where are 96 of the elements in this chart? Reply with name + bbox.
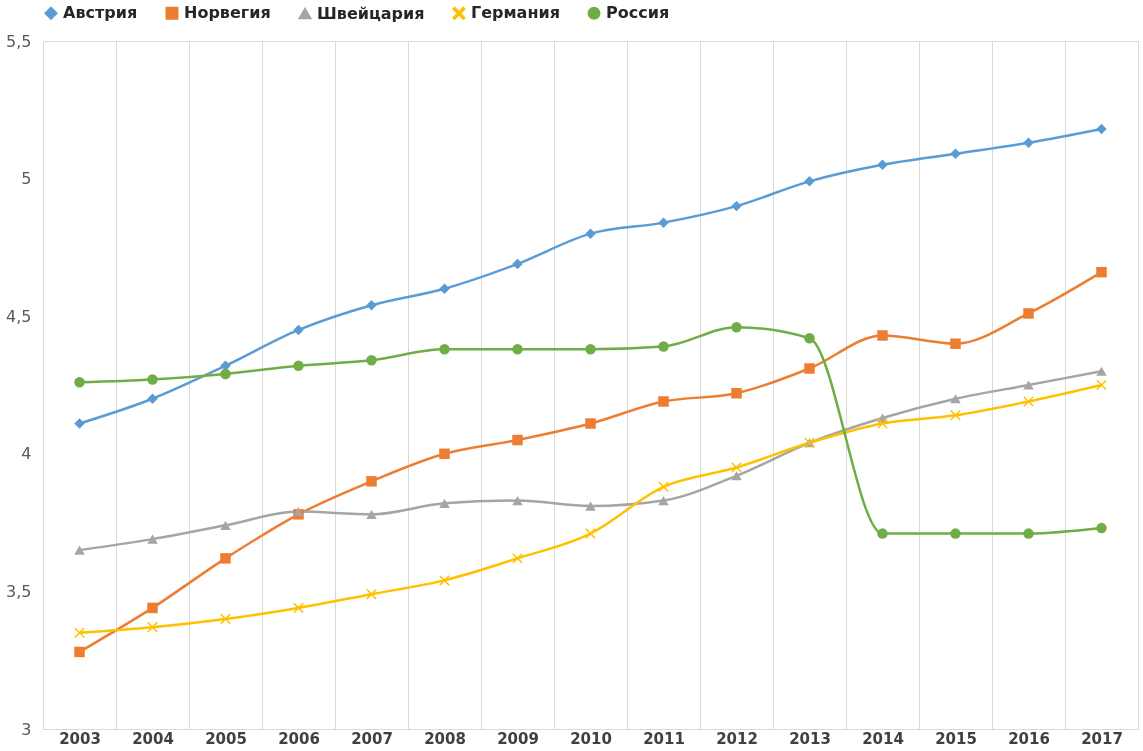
y-tick-label: 4: [21, 444, 32, 464]
point: [585, 418, 596, 429]
point: [220, 520, 231, 530]
point: [1096, 379, 1107, 391]
x-tick-label: 2004: [132, 729, 174, 748]
point: [877, 159, 888, 171]
point: [366, 355, 377, 366]
point: [439, 498, 450, 508]
point: [731, 321, 742, 333]
point: [293, 324, 304, 336]
legend-label: Швейцария: [317, 3, 425, 23]
x-tick-label: 2005: [205, 729, 247, 748]
point: [804, 332, 815, 344]
point: [731, 200, 742, 212]
point: [1096, 522, 1107, 534]
point: [731, 388, 742, 399]
point: [512, 553, 523, 564]
y-tick-label: 5: [21, 169, 32, 189]
point: [950, 410, 961, 421]
point: [1023, 137, 1034, 149]
point: [950, 148, 961, 160]
point: [1023, 380, 1034, 390]
point: [658, 341, 669, 352]
point: [366, 588, 377, 600]
point: [804, 363, 815, 374]
point: [293, 360, 304, 371]
point: [512, 496, 523, 506]
x-tick-label: 2014: [862, 729, 904, 748]
point: [366, 476, 377, 487]
point: [147, 374, 158, 385]
point: [220, 553, 231, 564]
point: [512, 258, 523, 270]
point: [1096, 366, 1107, 376]
point: [585, 343, 596, 355]
point: [950, 394, 961, 404]
x-tick-label: 2017: [1081, 729, 1123, 748]
point: [74, 627, 85, 638]
x-tick-label: 2003: [59, 729, 101, 748]
point: [1096, 123, 1107, 135]
point: [585, 528, 596, 539]
point: [366, 509, 377, 519]
point: [877, 330, 888, 341]
point: [658, 217, 669, 228]
point: [658, 496, 669, 506]
point: [220, 360, 231, 371]
legend-label: Германия: [471, 3, 560, 23]
point: [366, 299, 377, 311]
legend-label: Норвегия: [184, 3, 271, 23]
point: [74, 646, 85, 658]
x-tick-label: 2016: [1008, 729, 1050, 748]
point: [877, 528, 888, 539]
point: [74, 377, 85, 388]
point: [877, 418, 888, 429]
x-tick-label: 2006: [278, 729, 320, 748]
point: [512, 343, 523, 355]
x-tick-label: 2012: [716, 729, 758, 748]
point: [1023, 396, 1034, 407]
point: [950, 528, 961, 539]
point: [147, 621, 158, 633]
x-tick-label: 2013: [789, 729, 831, 748]
y-tick-label: 4,5: [6, 306, 32, 326]
point: [585, 228, 596, 239]
x-tick-label: 2007: [351, 729, 393, 748]
point: [439, 343, 450, 355]
x-tick-label: 2010: [570, 729, 612, 748]
point: [1096, 266, 1107, 278]
point: [512, 434, 523, 446]
point: [220, 368, 231, 380]
point: [439, 575, 450, 586]
point: [585, 501, 596, 511]
y-tick-label: 3: [21, 719, 32, 739]
legend-label: Австрия: [63, 3, 138, 23]
y-tick-label: 3,5: [6, 581, 32, 601]
point: [1023, 528, 1034, 539]
point: [658, 481, 669, 493]
x-tick-label: 2009: [497, 729, 539, 748]
point: [147, 534, 158, 544]
point: [147, 393, 158, 404]
x-tick-label: 2011: [643, 729, 685, 748]
point: [74, 545, 85, 555]
point: [950, 338, 961, 349]
x-tick-label: 2015: [935, 729, 977, 748]
point: [439, 283, 450, 294]
y-tick-label: 5,5: [6, 31, 32, 51]
point: [147, 602, 158, 614]
point: [731, 462, 742, 473]
point: [658, 396, 669, 407]
point: [804, 176, 815, 187]
legend-label: Россия: [606, 3, 670, 23]
point: [220, 613, 231, 625]
point: [439, 448, 450, 460]
point: [293, 602, 304, 614]
point: [74, 418, 85, 429]
x-tick-label: 2008: [424, 729, 466, 748]
point: [1023, 308, 1034, 319]
point: [731, 471, 742, 481]
